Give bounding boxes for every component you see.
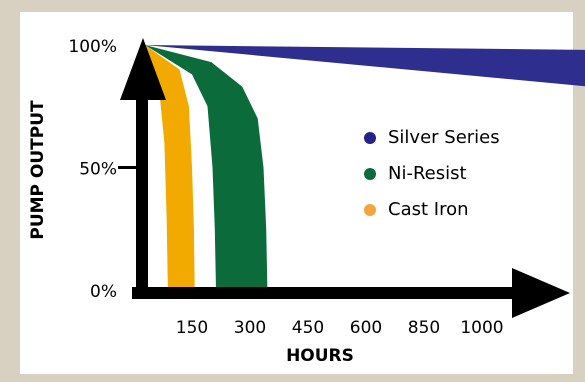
band [145, 45, 195, 290]
x-tick-label: 600 [350, 318, 382, 338]
x-tick-label: 450 [292, 318, 324, 338]
band [145, 45, 585, 87]
y-axis-arrow [120, 38, 166, 100]
legend-label: Silver Series [388, 127, 500, 148]
x-tick-label: 1000 [460, 318, 503, 338]
legend-label: Ni-Resist [388, 163, 467, 184]
x-axis-arrow [512, 268, 570, 318]
legend-label: Cast Iron [388, 199, 469, 220]
x-axis-label: HOURS [286, 346, 354, 366]
x-tick-label: 850 [408, 318, 440, 338]
x-tick-label: 300 [234, 318, 266, 338]
y-axis [136, 80, 148, 299]
band [145, 45, 268, 290]
legend-marker [364, 204, 376, 216]
x-axis [132, 287, 524, 299]
legend-marker [364, 132, 376, 144]
y-axis-label: PUMP OUTPUT [28, 100, 48, 240]
y-tick-label: 0% [90, 282, 117, 302]
x-tick-label: 150 [176, 318, 208, 338]
y-tick-label: 100% [68, 37, 117, 57]
y-tick-label: 50% [79, 160, 117, 180]
legend-marker [364, 168, 376, 180]
